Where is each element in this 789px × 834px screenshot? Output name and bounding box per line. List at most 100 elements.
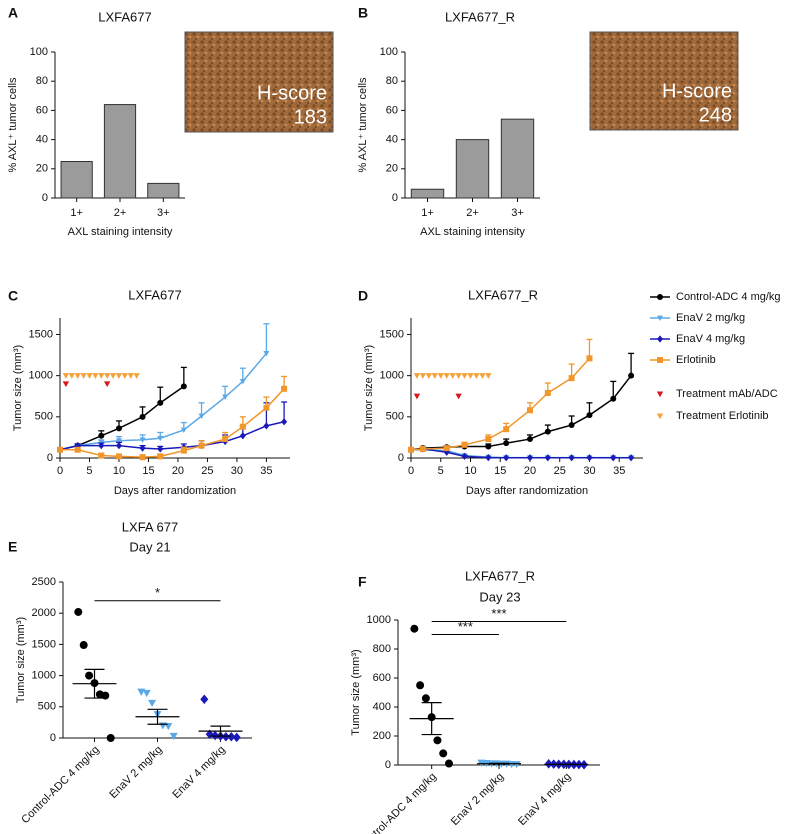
data-point [263,351,270,357]
chart-subtitle: Day 21 [129,539,170,554]
bar [60,161,93,199]
legend-label: Erlotinib [676,354,716,366]
data-point [106,734,115,742]
treatment-marker [74,373,81,379]
panel-letter: E [8,539,17,555]
x-tick-label: EnaV 4 mg/kg [516,771,573,828]
data-point [263,404,270,411]
y-tick-label: 500 [386,411,404,423]
treatment-marker [121,373,129,379]
y-tick-label: 2500 [32,576,56,588]
x-tick-label: 25 [201,465,213,477]
x-tick-label: 0 [57,465,63,477]
treatment-marker [473,373,480,379]
data-point [416,681,425,690]
inset-label: H-score [257,82,327,104]
data-point [139,444,146,452]
x-tick-label: EnaV 2 mg/kg [449,771,506,828]
y-tick-label: 0 [47,452,53,464]
x-tick-label: 30 [583,465,595,477]
data-point [142,689,151,698]
y-axis-label: % AXL⁺ tumor cells [7,77,19,173]
y-tick-label: 60 [36,104,48,116]
data-point [157,399,164,406]
data-point [148,699,157,708]
data-point [139,413,146,420]
treatment-marker [449,373,456,379]
treatment-marker [103,373,111,379]
data-point [444,759,453,768]
data-point [221,731,230,742]
inset-label: H-score [662,80,732,102]
y-tick-label: 0 [398,452,404,464]
y-tick-label: 500 [38,701,56,713]
chart-title: LXFA677_R [468,287,538,302]
y-tick-label: 40 [386,134,398,146]
data-point [526,454,533,462]
y-tick-label: 0 [50,732,56,744]
data-point [115,425,122,432]
series-line [410,448,632,459]
x-tick-label: 5 [438,465,444,477]
data-point [568,375,575,382]
x-axis-label: Days after randomization [114,485,236,497]
data-point [57,446,63,453]
data-point [98,432,105,439]
y-tick-label: 1500 [380,328,404,340]
treatment-marker [103,381,111,388]
legend-marker [657,294,663,300]
data-point [410,624,419,633]
y-tick-label: 600 [373,672,391,684]
x-tick-label: 10 [113,465,125,477]
data-point [222,394,229,401]
data-point [544,454,551,462]
treatment-marker [419,373,427,379]
data-point [586,454,593,462]
significance-label: *** [491,606,506,621]
data-point [461,452,468,460]
treatment-marker [443,373,450,379]
data-point [485,443,492,450]
x-tick-label: EnaV 4 mg/kg [170,744,227,801]
x-tick-label: 20 [524,465,536,477]
treatment-marker [109,373,117,379]
data-point [526,436,533,443]
bar [103,104,137,199]
data-point [198,413,205,419]
data-point [281,385,288,392]
chart-subtitle: Day 23 [479,589,520,604]
treatment-marker [455,393,462,400]
x-tick-label: Control-ADC 4 mg/kg [19,744,101,826]
data-point [85,671,94,680]
y-tick-label: 60 [386,104,398,116]
treatment-marker [62,381,70,388]
y-tick-label: 200 [373,730,391,742]
x-tick-label: 2+ [114,207,127,219]
legend-label: EnaV 2 mg/kg [676,312,745,324]
treatment-marker [86,373,93,379]
x-tick-label: 5 [86,465,92,477]
treatment-marker [68,373,75,379]
legend-label: Control-ADC 4 mg/kg [676,291,781,303]
bar [147,182,180,199]
data-point [485,453,492,462]
y-tick-label: 80 [36,75,48,87]
legend-label: EnaV 4 mg/kg [676,333,745,345]
treatment-marker [127,373,134,379]
x-tick-label: 35 [613,465,625,477]
y-tick-label: 1000 [367,614,391,626]
treatment-marker [92,373,99,379]
x-tick-label: 20 [172,465,184,477]
treatment-marker [62,373,70,379]
y-tick-label: 80 [386,75,398,87]
data-point [74,607,83,616]
data-point [421,694,430,703]
data-point [503,454,510,462]
data-point [211,730,220,741]
y-tick-label: 500 [35,411,53,423]
significance-label: * [155,585,160,600]
legend-label: Treatment mAb/ADC [676,388,778,400]
y-tick-label: 800 [373,643,391,655]
data-point [157,435,164,442]
